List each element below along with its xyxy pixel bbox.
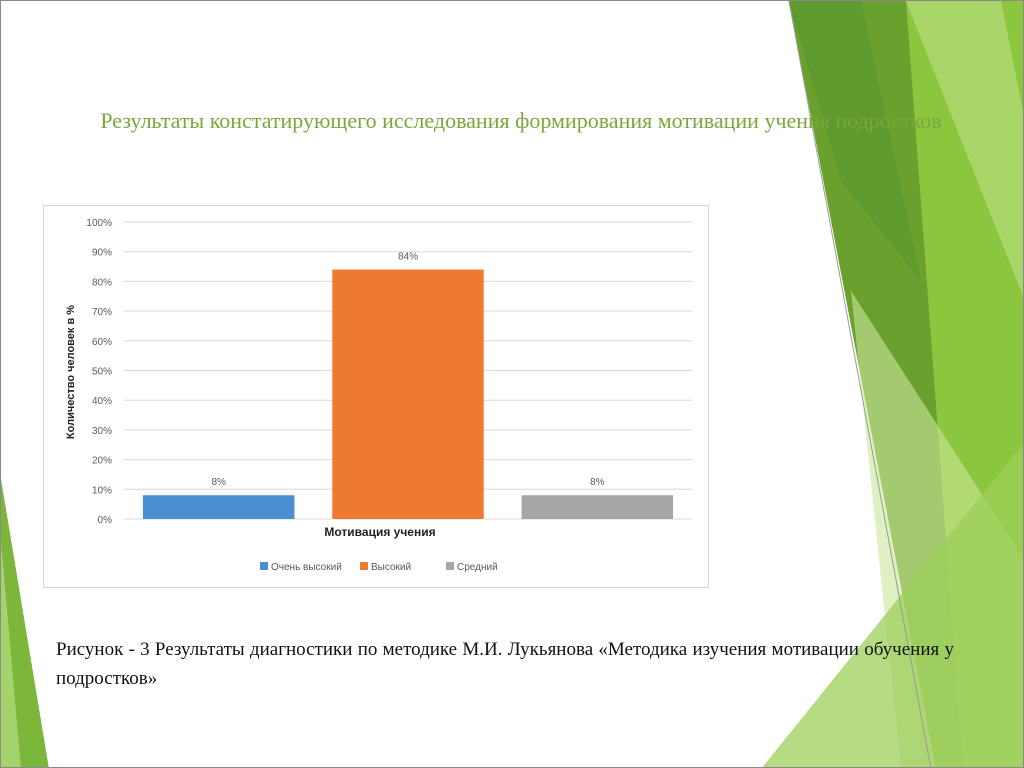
legend-swatch xyxy=(360,562,368,570)
y-tick-label: 20% xyxy=(92,456,112,467)
grey-guide-line xyxy=(788,1,932,767)
data-label: 8% xyxy=(211,477,226,488)
y-tick-label: 100% xyxy=(86,218,112,229)
y-tick-label: 80% xyxy=(92,277,112,288)
data-label: 8% xyxy=(590,477,605,488)
right-green-dark-wedge xyxy=(789,1,921,281)
y-tick-label: 60% xyxy=(92,337,112,348)
y-tick-label: 90% xyxy=(92,248,112,259)
slide-title: Результаты констатирующего исследования … xyxy=(100,108,942,133)
legend-label: Высокий xyxy=(371,562,411,573)
y-tick-label: 30% xyxy=(92,426,112,437)
bottom-right-green-wedge xyxy=(762,443,1023,767)
legend-label: Средний xyxy=(457,562,498,573)
y-axis-label: Количество человек в % xyxy=(65,305,77,439)
bar-2 xyxy=(521,495,674,519)
y-tick-label: 10% xyxy=(92,485,112,496)
bars xyxy=(142,269,674,519)
x-axis-label: Мотивация учения xyxy=(324,525,435,539)
data-labels: 8% 84% 8% xyxy=(211,252,604,489)
y-tick-label: 0% xyxy=(98,515,113,526)
y-tick-label: 50% xyxy=(92,367,112,378)
legend-swatch xyxy=(260,562,268,570)
chart-area: 0% 10% 20% 30% 40% 50% 60% 70% 80% 90% 100% 8% 84% 8… xyxy=(43,205,709,588)
bar-1 xyxy=(332,269,484,519)
left-green-shard-light xyxy=(1,541,21,767)
y-tick-label: 40% xyxy=(92,396,112,407)
y-axis-ticks: 0% 10% 20% 30% 40% 50% 60% 70% 80% 90% 100% xyxy=(86,218,112,526)
bar-chart: 0%10%20%30%40%50%60%70%80%90%100% 8%84%8… xyxy=(65,218,692,573)
legend: Очень высокий Высокий Средний xyxy=(260,562,498,573)
legend-label: Очень высокий xyxy=(271,562,342,573)
y-tick-label: 70% xyxy=(92,307,112,318)
figure-caption: Рисунок - 3 Результаты диагностики по ме… xyxy=(56,639,954,689)
bar-0 xyxy=(142,495,295,519)
legend-swatch xyxy=(446,562,454,570)
data-label: 84% xyxy=(398,252,418,263)
right-green-light-wedge xyxy=(906,1,1023,296)
